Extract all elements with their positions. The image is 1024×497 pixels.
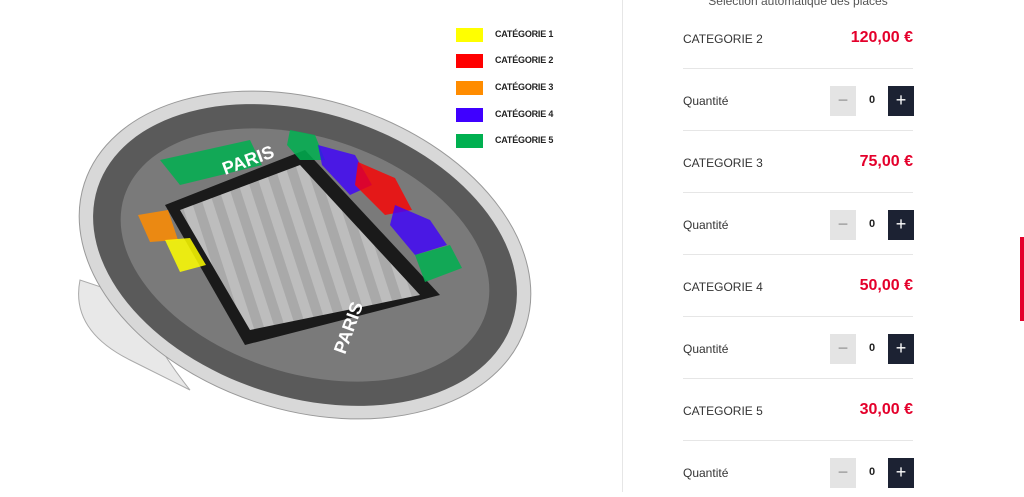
- section: [390, 205, 447, 255]
- side-tab[interactable]: [1020, 237, 1024, 321]
- quantity-label: Quantité: [683, 466, 729, 480]
- ticket-header: CATEGORIE 5 30,00 €: [683, 396, 913, 426]
- price: 75,00 €: [859, 153, 913, 170]
- price: 30,00 €: [859, 401, 913, 418]
- increase-button[interactable]: +: [888, 86, 914, 116]
- ticket-header: CATEGORIE 3 75,00 €: [683, 148, 913, 178]
- section: [415, 245, 462, 282]
- category-name: CATEGORIE 5: [683, 404, 763, 418]
- quantity-label: Quantité: [683, 94, 729, 108]
- pitch: [180, 165, 420, 330]
- separator: [683, 254, 913, 255]
- ticket-header: CATEGORIE 2 120,00 €: [683, 24, 913, 54]
- legend-label: CATÉGORIE 1: [495, 29, 554, 39]
- increase-button[interactable]: +: [888, 334, 914, 364]
- category-name: CATEGORIE 2: [683, 32, 763, 46]
- quantity-row: Quantité −0 +: [683, 210, 914, 240]
- section: [355, 162, 412, 215]
- decrease-button[interactable]: −: [830, 86, 856, 116]
- separator: [683, 130, 913, 131]
- separator: [683, 68, 913, 69]
- quantity-value: 0: [868, 218, 876, 230]
- decrease-button[interactable]: −: [830, 458, 856, 488]
- section: [287, 130, 325, 160]
- legend-label: CATÉGORIE 2: [495, 55, 554, 65]
- divider: [622, 0, 623, 492]
- quantity-row: Quantité −0 +: [683, 458, 914, 488]
- legend-swatch: [456, 108, 483, 122]
- quantity-label: Quantité: [683, 218, 729, 232]
- legend-swatch: [456, 54, 483, 68]
- separator: [683, 192, 913, 193]
- separator: [683, 316, 913, 317]
- legend-label: CATÉGORIE 3: [495, 82, 554, 92]
- category-name: CATEGORIE 4: [683, 280, 763, 294]
- quantity-row: Quantité −0 +: [683, 86, 914, 116]
- ticket-header: CATEGORIE 4 50,00 €: [683, 272, 913, 302]
- increase-button[interactable]: +: [888, 458, 914, 488]
- quantity-value: 0: [868, 94, 876, 106]
- price: 50,00 €: [859, 277, 913, 294]
- quantity-label: Quantité: [683, 342, 729, 356]
- legend-swatch: [456, 28, 483, 42]
- decrease-button[interactable]: −: [830, 210, 856, 240]
- section: [160, 140, 262, 185]
- stadium-map: PARIS PARIS: [78, 90, 532, 420]
- price: 120,00 €: [850, 29, 913, 46]
- category-name: CATEGORIE 3: [683, 156, 763, 170]
- legend-swatch: [456, 81, 483, 95]
- legend-label: CATÉGORIE 4: [495, 109, 554, 119]
- section: [138, 210, 178, 242]
- separator: [683, 440, 913, 441]
- subtitle: Sélection automatique des places: [708, 0, 888, 8]
- quantity-value: 0: [868, 466, 876, 478]
- stadium-panel: PARIS PARIS: [78, 90, 532, 420]
- separator: [683, 378, 913, 379]
- legend-label: CATÉGORIE 5: [495, 135, 554, 145]
- legend-swatch: [456, 134, 483, 148]
- quantity-value: 0: [868, 342, 876, 354]
- quantity-row: Quantité −0 +: [683, 334, 914, 364]
- increase-button[interactable]: +: [888, 210, 914, 240]
- decrease-button[interactable]: −: [830, 334, 856, 364]
- section: [165, 238, 206, 272]
